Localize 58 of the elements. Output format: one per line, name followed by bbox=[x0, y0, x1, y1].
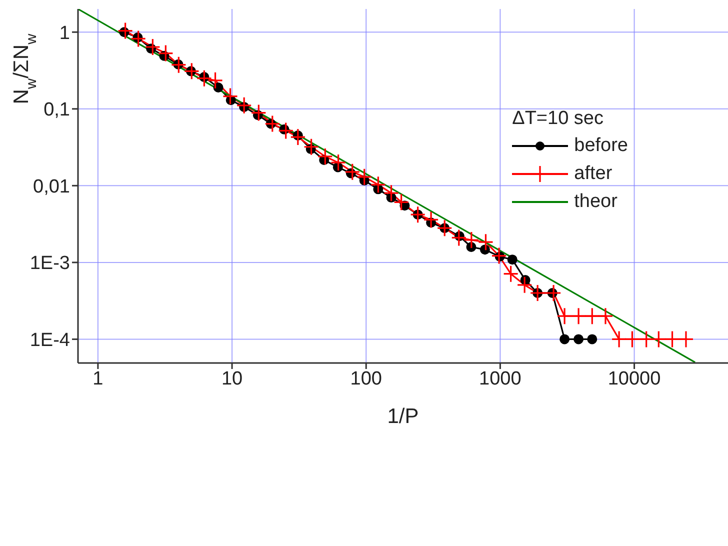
point bbox=[130, 30, 146, 48]
point bbox=[478, 233, 494, 251]
point bbox=[236, 96, 252, 114]
point bbox=[624, 330, 640, 348]
point bbox=[464, 231, 480, 249]
x-tick-label: 1000 bbox=[479, 368, 522, 390]
legend-label: before bbox=[574, 135, 628, 157]
point bbox=[584, 307, 600, 325]
point bbox=[370, 176, 386, 194]
point bbox=[678, 330, 694, 348]
x-axis-title: 1/P bbox=[387, 405, 419, 428]
point bbox=[560, 334, 570, 344]
x-tick-label: 10000 bbox=[608, 368, 661, 390]
point bbox=[317, 148, 333, 166]
y-tick-label: 1 bbox=[59, 22, 70, 44]
point bbox=[638, 330, 654, 348]
point bbox=[516, 276, 532, 294]
point bbox=[170, 56, 186, 74]
point bbox=[570, 307, 586, 325]
point bbox=[356, 168, 372, 186]
point bbox=[222, 87, 238, 106]
y-tick-label: 1E-3 bbox=[30, 253, 70, 274]
point bbox=[587, 334, 598, 344]
y-tick-label: 0,01 bbox=[33, 176, 70, 198]
point bbox=[184, 62, 200, 80]
point bbox=[598, 307, 614, 325]
point bbox=[196, 70, 212, 88]
legend-title: ΔT=10 sec bbox=[512, 108, 604, 130]
point bbox=[290, 128, 306, 146]
point bbox=[144, 38, 160, 56]
point bbox=[436, 219, 452, 237]
point bbox=[650, 330, 666, 348]
point bbox=[410, 206, 426, 224]
point bbox=[118, 22, 134, 40]
legend-label: theor bbox=[574, 191, 618, 213]
point bbox=[330, 154, 346, 172]
point bbox=[303, 138, 320, 156]
point bbox=[264, 114, 280, 133]
point bbox=[664, 330, 680, 348]
legend-label: after bbox=[574, 163, 612, 185]
point bbox=[574, 334, 584, 344]
x-tick-label: 1 bbox=[92, 368, 104, 390]
y-tick-label: 0,1 bbox=[44, 100, 70, 121]
point bbox=[507, 254, 518, 265]
point bbox=[503, 265, 519, 283]
point bbox=[278, 122, 294, 140]
x-tick-label: 10 bbox=[221, 368, 243, 390]
x-tick-label: 100 bbox=[350, 368, 382, 390]
point bbox=[344, 163, 360, 181]
point bbox=[158, 44, 174, 62]
point bbox=[530, 284, 546, 302]
point bbox=[556, 307, 572, 325]
point bbox=[491, 247, 507, 265]
point bbox=[611, 330, 627, 348]
y-tick-label: 1E-4 bbox=[30, 330, 70, 351]
point bbox=[250, 104, 266, 122]
point bbox=[423, 210, 439, 229]
point bbox=[451, 228, 467, 246]
